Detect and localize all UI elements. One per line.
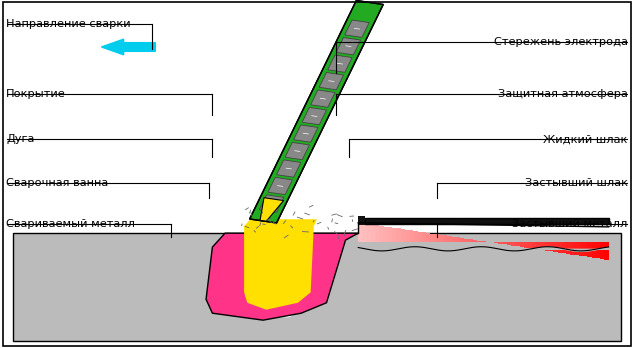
Polygon shape [558,242,562,253]
Polygon shape [365,218,609,224]
Polygon shape [430,234,435,242]
Text: Сварочная ванна: Сварочная ванна [6,178,108,188]
Polygon shape [388,227,392,242]
Polygon shape [250,0,383,223]
Polygon shape [481,241,486,242]
Polygon shape [206,233,358,320]
Polygon shape [384,227,388,242]
Polygon shape [490,242,494,243]
Polygon shape [401,229,405,242]
Polygon shape [259,195,284,212]
Polygon shape [358,223,363,242]
Polygon shape [503,242,507,244]
Polygon shape [600,242,604,259]
Polygon shape [319,72,344,90]
Text: Свариваемый металл: Свариваемый металл [6,220,135,229]
Text: Дуга: Дуга [6,134,35,144]
Polygon shape [366,224,371,242]
Polygon shape [345,20,369,37]
FancyArrow shape [101,39,155,55]
Text: Направление сварки: Направление сварки [6,19,131,29]
Polygon shape [469,239,473,242]
Polygon shape [371,224,375,242]
Polygon shape [566,242,571,254]
Polygon shape [592,242,596,258]
Polygon shape [596,242,600,259]
Polygon shape [418,232,422,242]
Polygon shape [392,228,396,242]
Polygon shape [456,237,460,242]
Polygon shape [302,108,327,125]
Polygon shape [439,235,443,242]
Polygon shape [588,242,592,257]
Polygon shape [515,242,519,246]
Text: Застывший металл: Застывший металл [512,220,628,229]
Polygon shape [285,142,309,160]
Polygon shape [571,242,574,255]
Polygon shape [443,236,448,242]
Polygon shape [511,242,515,246]
Polygon shape [311,90,335,107]
Polygon shape [477,240,481,242]
Bar [13,233,621,341]
Polygon shape [375,225,379,242]
Polygon shape [545,242,549,251]
Polygon shape [519,242,524,247]
Polygon shape [328,55,352,72]
Polygon shape [409,230,413,242]
Polygon shape [541,242,545,250]
Polygon shape [473,240,477,242]
Polygon shape [583,242,588,256]
Text: Жидкий шлак: Жидкий шлак [543,134,628,144]
Polygon shape [553,242,558,252]
Polygon shape [435,234,439,242]
Polygon shape [498,242,503,244]
Polygon shape [532,242,536,249]
Polygon shape [405,230,409,242]
Polygon shape [579,242,583,256]
Polygon shape [413,231,418,242]
Polygon shape [604,242,609,260]
Polygon shape [294,125,318,142]
Polygon shape [464,239,469,242]
Polygon shape [379,226,384,242]
Bar [358,216,365,225]
Polygon shape [363,223,366,242]
Polygon shape [562,242,566,253]
Polygon shape [524,242,528,247]
Polygon shape [268,177,292,195]
Polygon shape [336,38,361,55]
Polygon shape [549,242,553,251]
Text: Стережень электрода: Стережень электрода [494,37,628,47]
Polygon shape [494,242,498,243]
Polygon shape [260,198,283,221]
Polygon shape [426,233,430,242]
Polygon shape [422,232,426,242]
Polygon shape [528,242,532,248]
Polygon shape [396,228,401,242]
Text: Застывший шлак: Застывший шлак [525,178,628,188]
Polygon shape [451,237,456,242]
Text: Защитная атмосфера: Защитная атмосфера [498,89,628,99]
Polygon shape [507,242,511,245]
Polygon shape [460,238,464,242]
Polygon shape [209,240,346,317]
Polygon shape [244,219,317,310]
Polygon shape [276,160,301,177]
Polygon shape [574,242,579,255]
Polygon shape [536,242,541,250]
Polygon shape [448,236,451,242]
Text: Покрытие: Покрытие [6,89,66,99]
